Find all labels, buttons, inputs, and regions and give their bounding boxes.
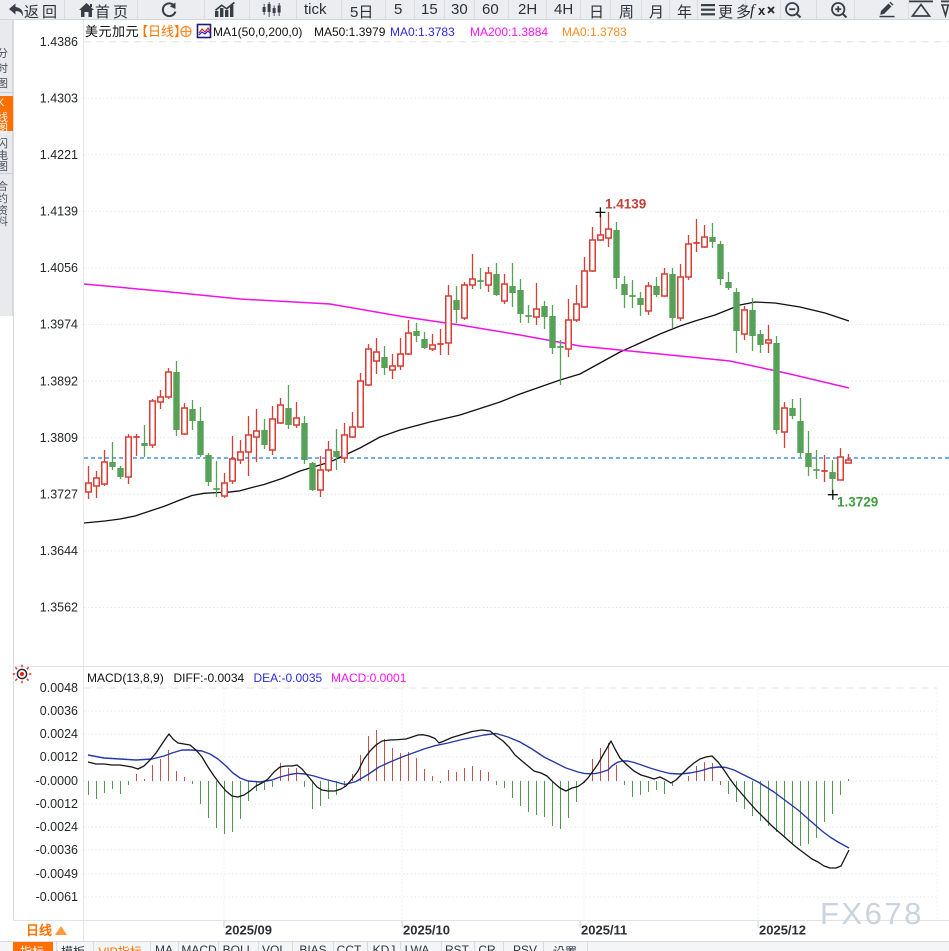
svg-text:1.4221: 1.4221 bbox=[40, 148, 78, 162]
svg-text:x: x bbox=[758, 3, 766, 18]
svg-text:2025/10: 2025/10 bbox=[403, 923, 450, 938]
svg-text:-0.0061: -0.0061 bbox=[36, 890, 78, 904]
svg-text:MA200:1.3884: MA200:1.3884 bbox=[470, 25, 548, 39]
svg-text:1.4056: 1.4056 bbox=[40, 261, 78, 275]
svg-text:1.4139: 1.4139 bbox=[40, 205, 78, 219]
svg-text:2025/12: 2025/12 bbox=[759, 923, 806, 938]
svg-text:MA1(50,0,200,0): MA1(50,0,200,0) bbox=[213, 25, 302, 39]
svg-text:1.3644: 1.3644 bbox=[40, 544, 78, 558]
svg-text:1.3562: 1.3562 bbox=[40, 601, 78, 615]
svg-text:0.0036: 0.0036 bbox=[40, 704, 78, 718]
svg-text:1.4386: 1.4386 bbox=[40, 35, 78, 49]
svg-text:0.0012: 0.0012 bbox=[40, 750, 78, 764]
svg-text:DEA:-0.0035: DEA:-0.0035 bbox=[254, 671, 323, 685]
svg-text:MACD:0.0001: MACD:0.0001 bbox=[331, 671, 407, 685]
svg-text:日线: 日线 bbox=[26, 923, 52, 938]
svg-text:1.3727: 1.3727 bbox=[40, 488, 78, 502]
svg-text:1.3809: 1.3809 bbox=[40, 431, 78, 445]
svg-text:1.4139: 1.4139 bbox=[605, 197, 646, 212]
svg-text:-0.0049: -0.0049 bbox=[36, 867, 78, 881]
svg-text:0.0048: 0.0048 bbox=[40, 681, 78, 695]
svg-text:FX678: FX678 bbox=[820, 896, 924, 931]
svg-text:DIFF:-0.0034: DIFF:-0.0034 bbox=[174, 671, 245, 685]
svg-text:2025/11: 2025/11 bbox=[581, 923, 627, 938]
svg-text:MA0:1.3783: MA0:1.3783 bbox=[562, 25, 627, 39]
svg-text:f: f bbox=[750, 2, 757, 19]
svg-text:【日线】: 【日线】 bbox=[135, 24, 187, 39]
svg-text:0.0024: 0.0024 bbox=[40, 727, 78, 741]
svg-text:-0.0000: -0.0000 bbox=[36, 774, 78, 788]
svg-text:1.3892: 1.3892 bbox=[40, 374, 78, 388]
svg-text:2025/09: 2025/09 bbox=[225, 923, 272, 938]
svg-text:1.4303: 1.4303 bbox=[40, 91, 78, 105]
svg-text:MA50:1.3979: MA50:1.3979 bbox=[314, 25, 386, 39]
svg-text:-0.0036: -0.0036 bbox=[36, 843, 78, 857]
svg-text:MACD(13,8,9): MACD(13,8,9) bbox=[87, 671, 164, 685]
svg-text:1.3974: 1.3974 bbox=[40, 318, 78, 332]
svg-text:-0.0024: -0.0024 bbox=[36, 820, 78, 834]
svg-text:MA0:1.3783: MA0:1.3783 bbox=[390, 25, 455, 39]
svg-text:-0.0012: -0.0012 bbox=[36, 797, 78, 811]
svg-text:美元加元: 美元加元 bbox=[85, 24, 139, 39]
svg-text:1.3729: 1.3729 bbox=[837, 495, 878, 510]
